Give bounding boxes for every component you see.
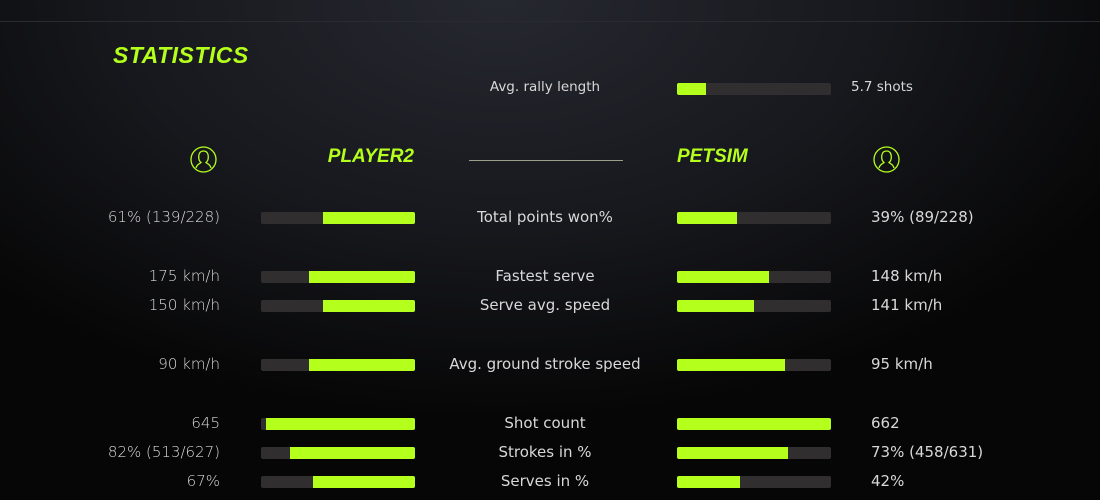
top-divider <box>0 21 1100 22</box>
left-bar-fill <box>313 476 415 488</box>
stat-row: 90 km/h Avg. ground stroke speed 95 km/h <box>0 355 1100 375</box>
right-bar <box>677 447 831 459</box>
left-bar <box>261 212 415 224</box>
right-bar <box>677 212 831 224</box>
right-value: 73% (458/631) <box>871 443 984 461</box>
right-value: 141 km/h <box>871 296 943 314</box>
right-bar <box>677 418 831 430</box>
stat-row: 175 km/h Fastest serve 148 km/h <box>0 267 1100 287</box>
right-bar-fill <box>677 271 770 283</box>
user-circle-icon <box>873 146 900 173</box>
stat-label: Avg. ground stroke speed <box>449 355 641 373</box>
left-bar-fill <box>308 359 415 371</box>
right-bar <box>677 359 831 371</box>
left-bar <box>261 418 415 430</box>
left-bar <box>261 447 415 459</box>
right-value: 42% <box>871 472 905 490</box>
left-bar <box>261 271 415 283</box>
right-bar <box>677 476 831 488</box>
left-value: 61% (139/228) <box>107 208 220 226</box>
right-player-name: PETSIM <box>677 146 748 167</box>
left-bar-fill <box>322 212 415 224</box>
right-value: 662 <box>871 414 900 432</box>
user-circle-icon <box>190 146 217 173</box>
stat-label: Strokes in % <box>498 443 592 461</box>
right-value: 148 km/h <box>871 267 943 285</box>
rally-row: Avg. rally length 5.7 shots <box>0 79 1100 99</box>
stat-row: 82% (513/627) Strokes in % 73% (458/631) <box>0 443 1100 463</box>
header-separator <box>469 160 623 161</box>
stat-label: Serves in % <box>500 472 590 490</box>
right-value: 39% (89/228) <box>871 208 974 226</box>
right-bar-fill <box>677 359 785 371</box>
left-player-name: PLAYER2 <box>327 146 414 167</box>
left-value: 82% (513/627) <box>107 443 220 461</box>
stat-label: Total points won% <box>477 208 613 226</box>
left-value: 90 km/h <box>158 355 220 373</box>
left-bar-fill <box>322 300 415 312</box>
stat-row: 150 km/h Serve avg. speed 141 km/h <box>0 296 1100 316</box>
right-value: 95 km/h <box>871 355 933 373</box>
rally-bar-fill <box>677 83 707 95</box>
rally-value: 5.7 shots <box>851 79 913 95</box>
stat-row: 67% Serves in % 42% <box>0 472 1100 492</box>
page-title: STATISTICS <box>113 42 249 68</box>
right-bar <box>677 271 831 283</box>
left-value: 150 km/h <box>148 296 220 314</box>
left-bar-fill <box>308 271 415 283</box>
left-bar-fill <box>265 418 415 430</box>
left-value: 67% <box>186 472 220 490</box>
left-value: 175 km/h <box>148 267 220 285</box>
left-bar <box>261 359 415 371</box>
rally-bar <box>677 83 831 95</box>
right-bar-fill <box>677 300 754 312</box>
stat-label: Serve avg. speed <box>479 296 611 314</box>
stat-row: 645 Shot count 662 <box>0 414 1100 434</box>
stat-label: Shot count <box>504 414 586 432</box>
left-bar <box>261 300 415 312</box>
stat-row: 61% (139/228) Total points won% 39% (89/… <box>0 208 1100 228</box>
right-bar <box>677 300 831 312</box>
rally-label: Avg. rally length <box>489 79 601 95</box>
right-bar-fill <box>677 212 738 224</box>
right-bar-fill <box>677 447 788 459</box>
stat-label: Fastest serve <box>495 267 595 285</box>
right-bar-fill <box>677 476 741 488</box>
right-bar-fill <box>677 418 831 430</box>
left-value: 645 <box>191 414 220 432</box>
left-bar-fill <box>290 447 415 459</box>
left-bar <box>261 476 415 488</box>
